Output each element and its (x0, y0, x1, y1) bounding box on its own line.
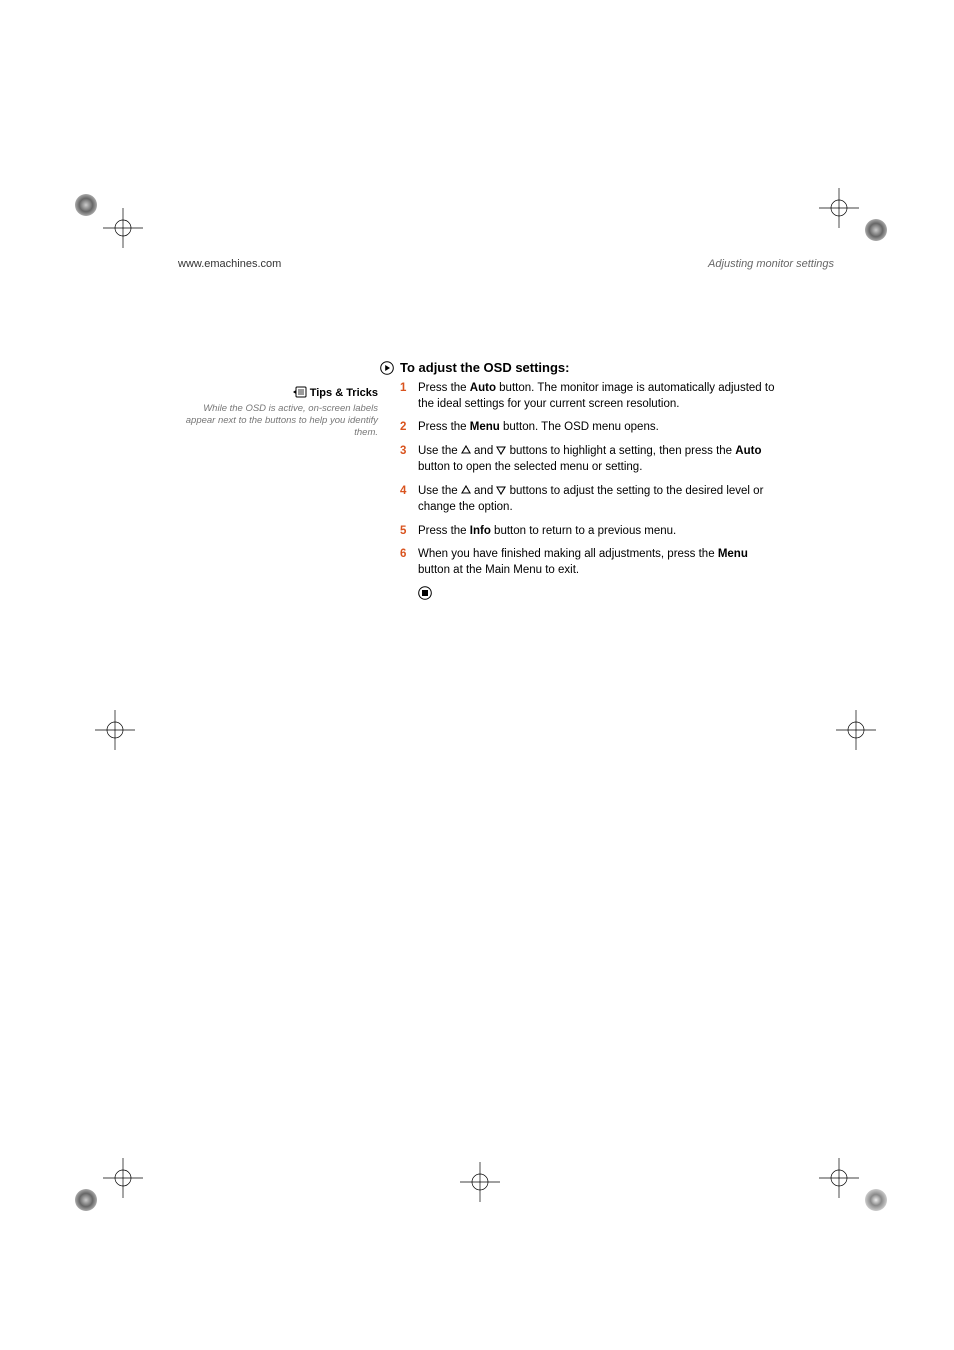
step-4-mid1: and (471, 485, 497, 497)
step-3-num: 3 (400, 444, 406, 460)
step-3-text-pre: Use the (418, 445, 461, 457)
step-2-bold1: Menu (470, 421, 500, 433)
stop-icon (418, 586, 780, 605)
step-5-num: 5 (400, 524, 406, 540)
tips-tricks-block: Tips & Tricks While the OSD is active, o… (178, 385, 378, 439)
step-1-text-pre: Press the (418, 382, 470, 394)
tips-body-text: While the OSD is active, on-screen label… (178, 403, 378, 439)
step-5-text-pre: Press the (418, 525, 470, 537)
step-3-mid1: and (471, 445, 497, 457)
header-section: Adjusting monitor settings (708, 258, 834, 270)
section-heading: To adjust the OSD settings: (400, 360, 780, 375)
step-5-text-mid: button to return to a previous menu. (491, 525, 676, 537)
step-6-num: 6 (400, 547, 406, 563)
step-3-mid2: buttons to highlight a setting, then pre… (506, 445, 735, 457)
play-icon (380, 361, 394, 378)
crop-mark-mid-left (85, 700, 145, 760)
step-4-num: 4 (400, 484, 406, 500)
hand-icon (291, 385, 307, 403)
step-6-text-mid: button at the Main Menu to exit. (418, 564, 579, 576)
step-6-bold1: Menu (718, 548, 748, 560)
section-heading-text: To adjust the OSD settings: (400, 360, 570, 375)
step-4-text-pre: Use the (418, 485, 461, 497)
step-1-bold1: Auto (470, 382, 496, 394)
triangle-up-icon (461, 445, 471, 461)
crop-mark-mid-right (826, 700, 886, 760)
crop-mark-bottom-right (814, 1150, 894, 1230)
triangle-up-icon (461, 485, 471, 501)
header-url: www.emachines.com (178, 258, 281, 270)
tips-heading: Tips & Tricks (178, 385, 378, 403)
step-3-post: button to open the selected menu or sett… (418, 461, 642, 473)
crop-mark-bottom-left (68, 1150, 148, 1230)
triangle-down-icon (496, 445, 506, 461)
step-4: 4 Use the and buttons to adjust the sett… (400, 484, 780, 516)
step-2-num: 2 (400, 420, 406, 436)
crop-mark-top-left (68, 180, 148, 260)
step-6: 6 When you have finished making all adju… (400, 547, 780, 578)
triangle-down-icon (496, 485, 506, 501)
step-3-bold1: Auto (735, 445, 761, 457)
step-2-text-mid: button. The OSD menu opens. (500, 421, 659, 433)
page-header: www.emachines.com Adjusting monitor sett… (178, 258, 834, 270)
step-2-text-pre: Press the (418, 421, 470, 433)
main-content: To adjust the OSD settings: 1 Press the … (400, 360, 780, 605)
step-1: 1 Press the Auto button. The monitor ima… (400, 381, 780, 412)
step-6-text-pre: When you have finished making all adjust… (418, 548, 718, 560)
step-5: 5 Press the Info button to return to a p… (400, 524, 780, 540)
step-5-bold1: Info (470, 525, 491, 537)
crop-mark-top-right (814, 180, 894, 260)
crop-mark-bottom-center (450, 1152, 510, 1212)
step-2: 2 Press the Menu button. The OSD menu op… (400, 420, 780, 436)
step-3: 3 Use the and buttons to highlight a set… (400, 444, 780, 476)
step-1-num: 1 (400, 381, 406, 397)
tips-heading-text: Tips & Tricks (310, 387, 378, 399)
